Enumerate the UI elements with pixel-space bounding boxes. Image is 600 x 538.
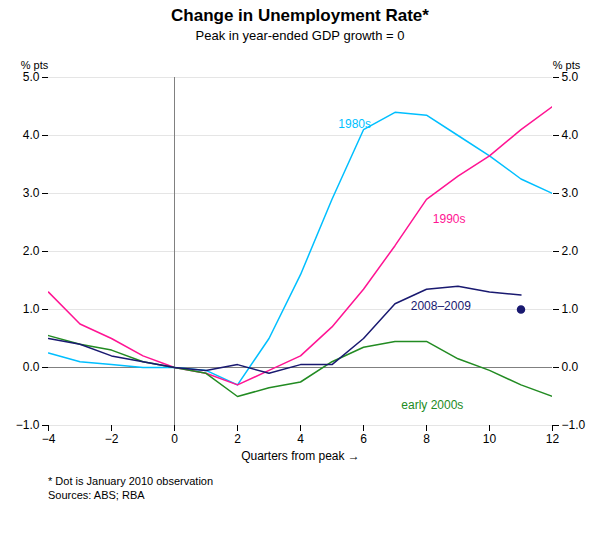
svg-text:0: 0 <box>171 432 178 446</box>
svg-text:3.0: 3.0 <box>562 186 579 200</box>
svg-text:0.0: 0.0 <box>23 360 40 374</box>
html-text:Peak in year-ended GDP growth: Peak in year-ended GDP growth = 0 <box>195 28 405 43</box>
svg-text:3.0: 3.0 <box>23 186 40 200</box>
svg-text:% pts: % pts <box>553 59 581 71</box>
svg-text:4: 4 <box>297 432 304 446</box>
svg-text:−2: −2 <box>105 432 119 446</box>
html-text:Sources: ABS; RBA: Sources: ABS; RBA <box>48 489 145 501</box>
svg-text:1980s: 1980s <box>338 117 371 131</box>
svg-text:1.0: 1.0 <box>562 302 579 316</box>
svg-text:% pts: % pts <box>21 59 49 71</box>
svg-text:10: 10 <box>483 432 497 446</box>
svg-text:1990s: 1990s <box>433 212 466 226</box>
svg-text:−4: −4 <box>42 432 56 446</box>
svg-text:2.0: 2.0 <box>562 244 579 258</box>
svg-text:12: 12 <box>546 432 560 446</box>
svg-text:2.0: 2.0 <box>23 244 40 258</box>
svg-text:−1.0: −1.0 <box>562 418 586 432</box>
svg-text:0.0: 0.0 <box>562 360 579 374</box>
svg-text:1.0: 1.0 <box>23 302 40 316</box>
svg-text:Quarters from peak →: Quarters from peak → <box>241 449 360 463</box>
svg-text:4.0: 4.0 <box>562 128 579 142</box>
svg-text:2: 2 <box>234 432 241 446</box>
svg-text:8: 8 <box>423 432 430 446</box>
html-text:* Dot is January 2010 observat: * Dot is January 2010 observation <box>48 475 214 487</box>
svg-text:5.0: 5.0 <box>23 70 40 84</box>
svg-text:early 2000s: early 2000s <box>401 398 463 412</box>
svg-text:−1.0: −1.0 <box>16 418 40 432</box>
svg-text:4.0: 4.0 <box>23 128 40 142</box>
svg-text:5.0: 5.0 <box>562 70 579 84</box>
svg-text:6: 6 <box>360 432 367 446</box>
svg-text:2008–2009: 2008–2009 <box>411 299 471 313</box>
html-text:Change in Unemployment Rate*: Change in Unemployment Rate* <box>171 6 429 25</box>
